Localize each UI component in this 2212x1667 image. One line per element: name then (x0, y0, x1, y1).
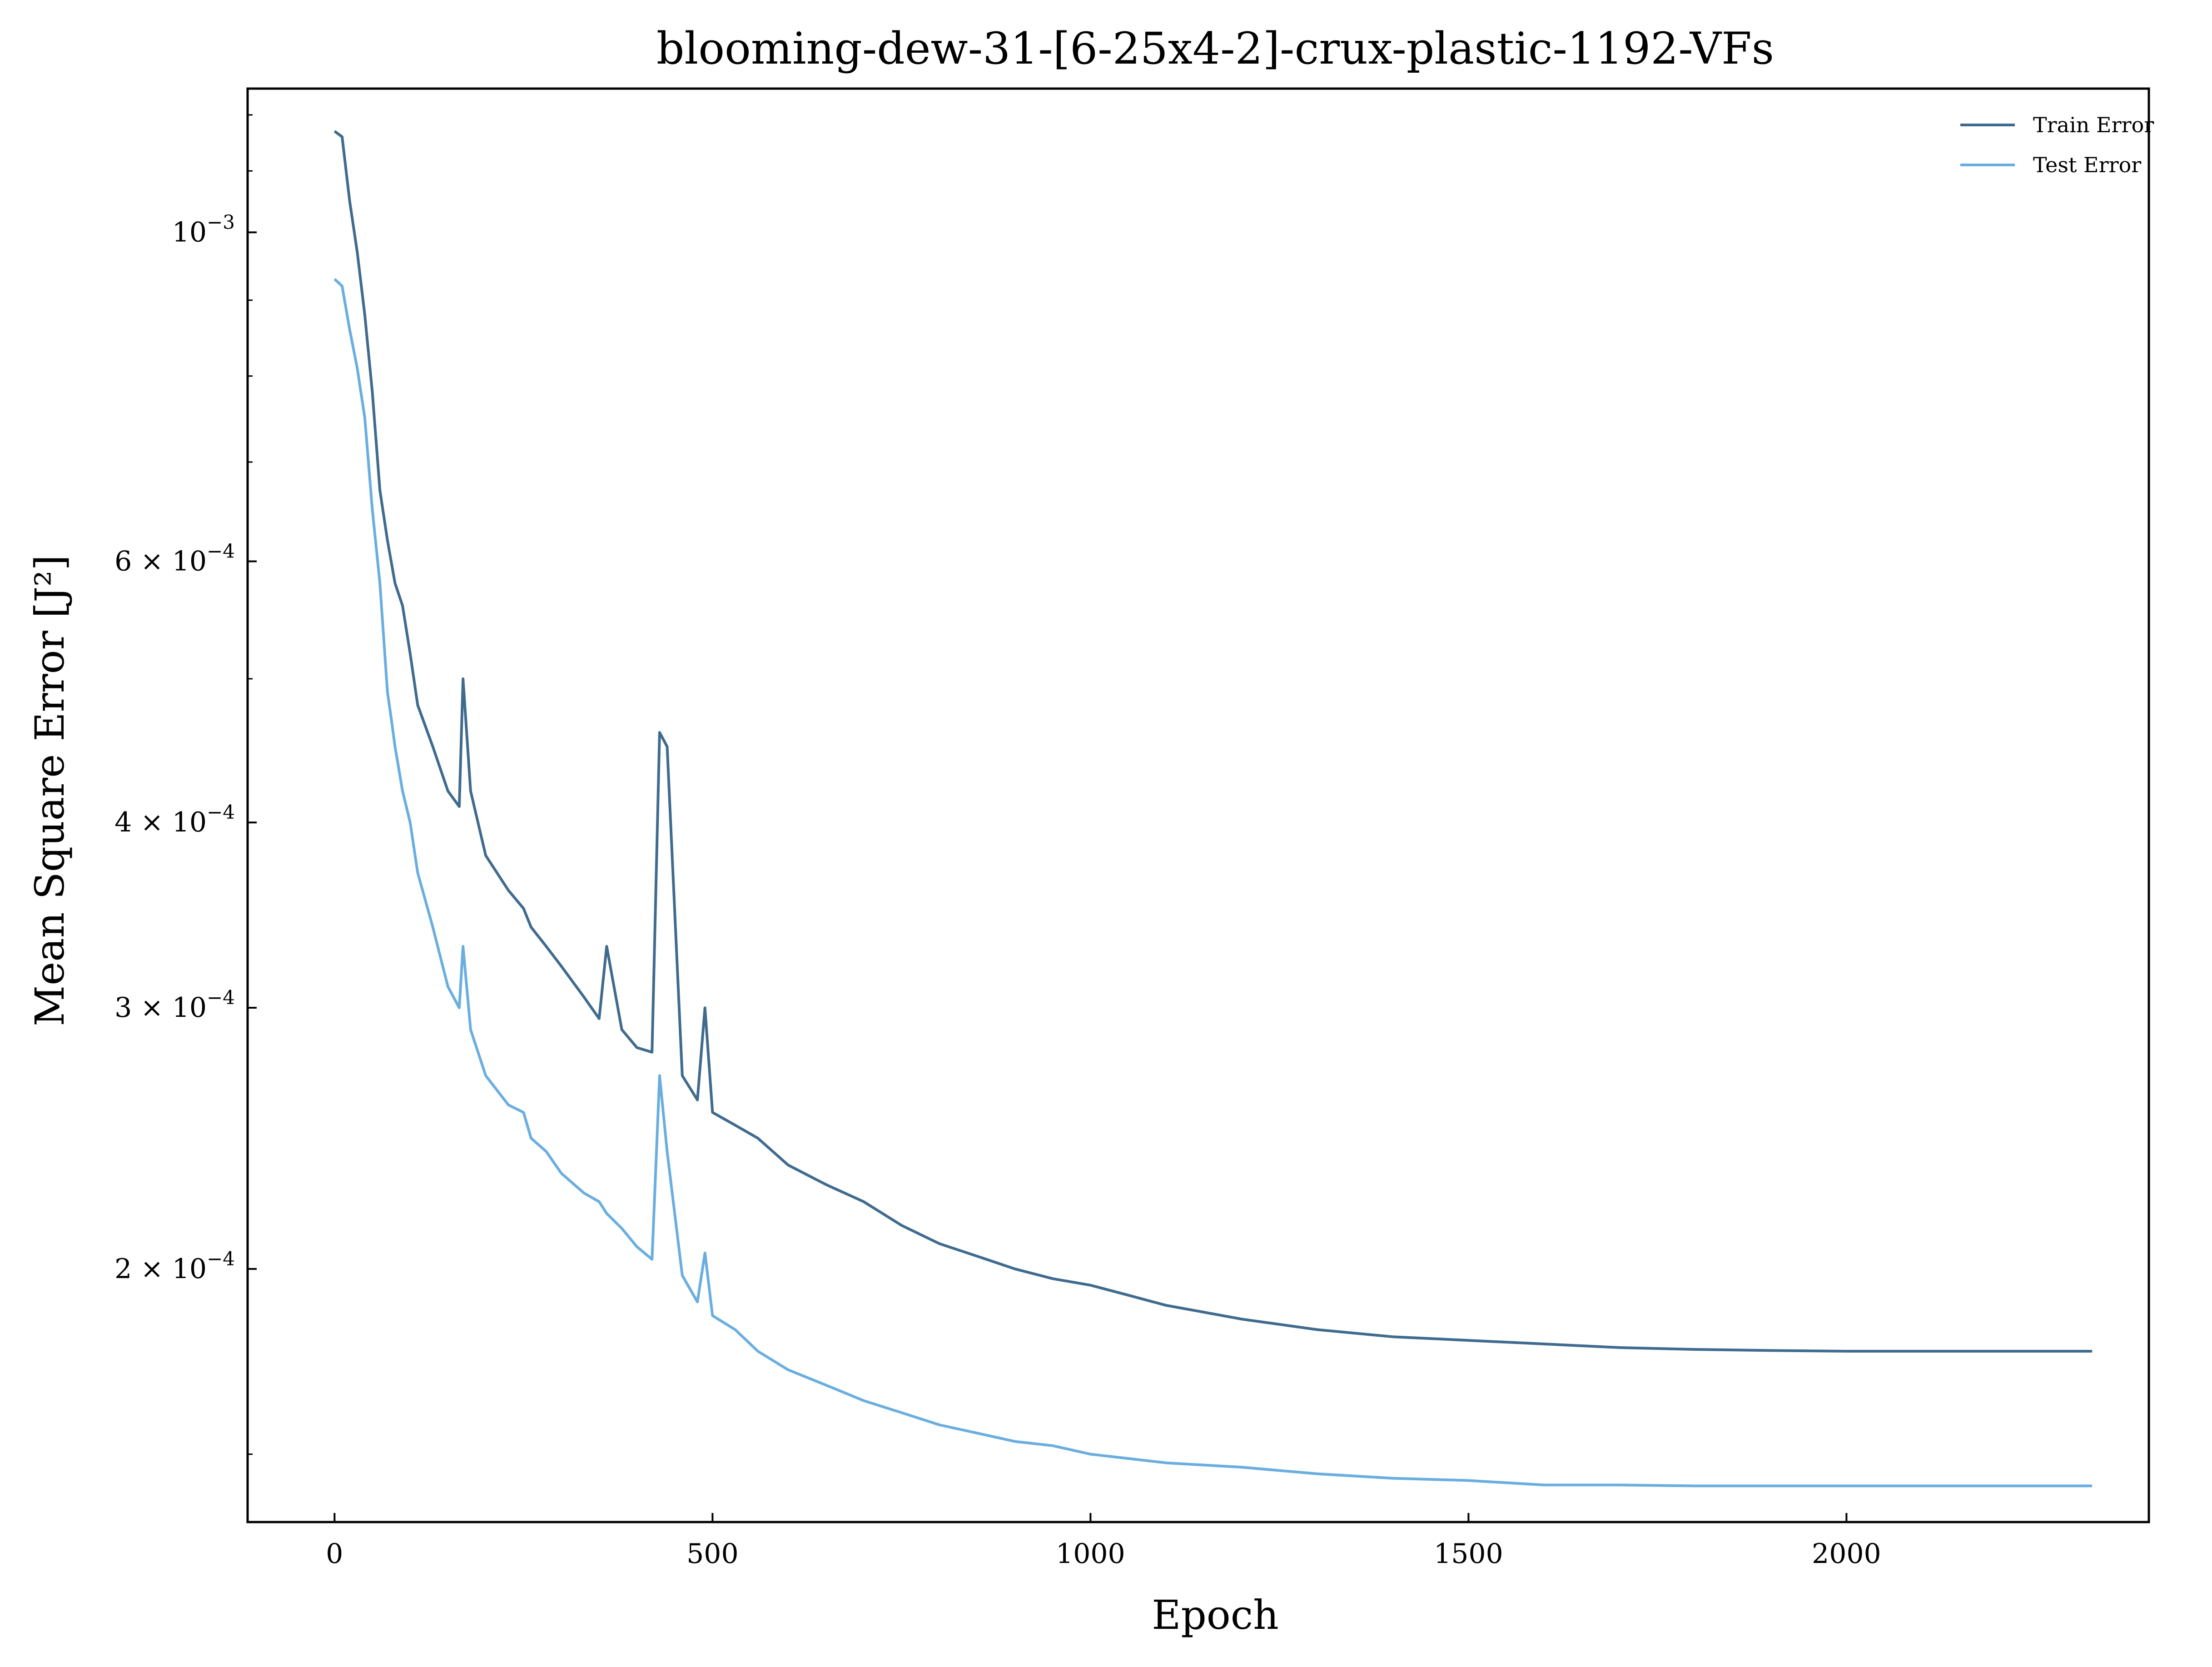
x-tick-label: 1500 (1434, 1538, 1503, 1570)
x-axis-ticks: 0 500 1000 1500 2000 (326, 1513, 1881, 1570)
legend: Train Error Test Error (1960, 113, 2154, 177)
y-tick-label: 10−3 (172, 211, 235, 248)
y-tick-label: 3 × 10−4 (114, 986, 235, 1024)
series-line-test (333, 278, 2093, 1488)
y-tick-label: 4 × 10−4 (114, 801, 235, 838)
y-axis-ticks: 10−3 6 × 10−4 4 × 10−4 3 × 10−4 2 × 10−4 (114, 114, 257, 1455)
legend-label: Test Error (2033, 153, 2141, 177)
y-tick-label: 6 × 10−4 (114, 540, 235, 577)
x-axis-label: Epoch (1152, 1592, 1279, 1638)
plot-frame (246, 87, 2150, 1523)
series-line-train (333, 130, 2093, 1353)
x-tick-label: 2000 (1812, 1538, 1881, 1570)
series-lines (333, 130, 2093, 1488)
x-tick-label: 0 (326, 1538, 343, 1570)
chart-title: blooming-dew-31-[6-25x4-2]-crux-plastic-… (656, 23, 1774, 74)
y-tick-label: 2 × 10−4 (114, 1248, 235, 1285)
x-tick-label: 500 (686, 1538, 739, 1570)
legend-label: Train Error (2033, 113, 2154, 137)
x-tick-label: 1000 (1056, 1538, 1125, 1570)
y-axis-label: Mean Square Error [J²] (26, 555, 73, 1026)
